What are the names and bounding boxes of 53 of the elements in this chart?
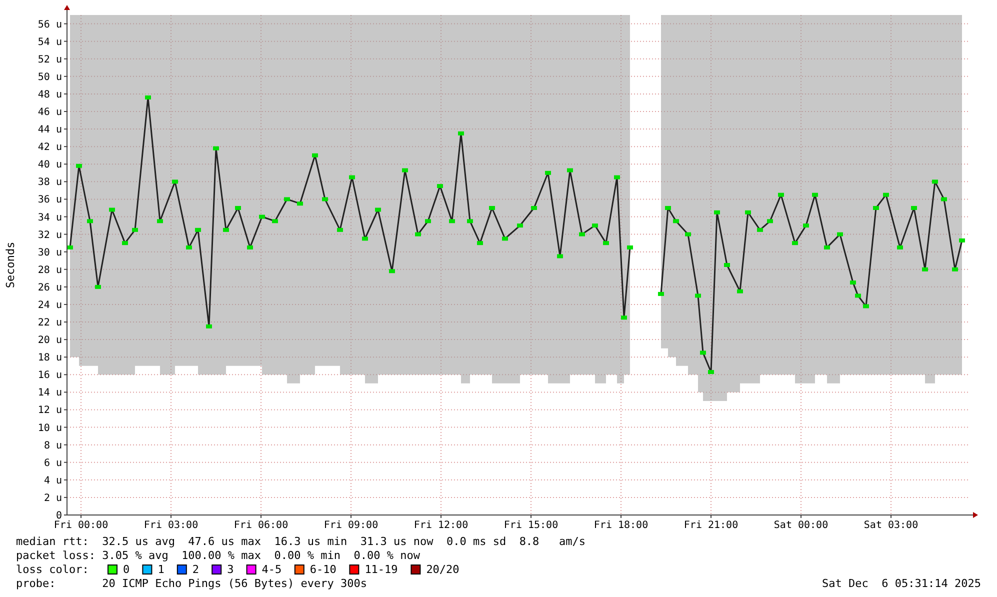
text: Sat Dec 6 05:31:14 2025	[822, 577, 981, 590]
y-tick-label: 40 u	[38, 160, 62, 171]
y-tick-label: 10 u	[38, 422, 62, 434]
y-tick-label: 28 u	[38, 264, 62, 276]
text: 11-19	[364, 563, 398, 576]
x-tick-label: Sat 03:00	[864, 520, 918, 531]
y-tick-label: 8 u	[44, 440, 62, 452]
x-tick-label: Fri 03:00	[144, 520, 198, 531]
x-tick-label: Fri 12:00	[414, 520, 468, 531]
y-tick-label: 0	[56, 510, 62, 522]
x-tick-label: Fri 15:00	[504, 520, 558, 531]
y-tick-label: 12 u	[38, 405, 62, 416]
y-tick-label: 2 u	[44, 492, 62, 504]
y-tick-label: 6 u	[44, 458, 62, 469]
x-tick-label: Fri 06:00	[234, 520, 288, 531]
text: 3	[227, 563, 234, 576]
text: 20/20	[426, 563, 460, 576]
y-tick-label: 50 u	[38, 72, 62, 83]
text: 2	[192, 563, 200, 576]
text: 6-10	[310, 563, 336, 576]
text: probe: 20 ICMP Echo Pings (56 Bytes) every 300s	[16, 577, 367, 590]
text: 0	[123, 563, 130, 576]
x-tick-label: Fri 09:00	[324, 520, 378, 531]
y-tick-label: 30 u	[38, 247, 62, 258]
y-tick-label: 44 u	[38, 124, 62, 136]
y-tick-label: 4 u	[44, 475, 62, 486]
x-tick-label: Fri 18:00	[594, 520, 648, 531]
y-tick-label: 52 u	[38, 54, 62, 66]
y-tick-label: 24 u	[38, 300, 62, 311]
y-tick-label: 20 u	[38, 335, 62, 346]
y-tick-label: 22 u	[38, 318, 62, 329]
y-tick-label: 32 u	[38, 230, 62, 241]
y-tick-label: 48 u	[38, 89, 62, 100]
text: loss color:	[16, 563, 89, 576]
y-tick-label: 34 u	[38, 212, 62, 224]
y-tick-label: 26 u	[38, 282, 62, 294]
y-tick-label: 46 u	[38, 106, 62, 118]
text: 1	[158, 563, 164, 576]
y-tick-label: 36 u	[38, 194, 62, 206]
y-tick-label: 16 u	[38, 370, 62, 382]
text: 4-5	[262, 563, 282, 576]
text: packet loss: 3.05 % avg 100.00 % max 0.00 % min 0.00 % now	[16, 549, 420, 562]
y-tick-label: 54 u	[38, 36, 62, 48]
y-tick-label: 42 u	[38, 142, 62, 154]
y-tick-label: 56 u	[38, 19, 62, 30]
y-tick-label: 14 u	[38, 388, 62, 399]
x-tick-label: Fri 21:00	[684, 520, 738, 531]
y-tick-label: 38 u	[38, 177, 62, 188]
y-tick-label: 18 u	[38, 352, 62, 364]
x-tick-label: Sat 00:00	[774, 520, 828, 531]
x-tick-label: Fri 00:00	[54, 520, 108, 531]
text: median rtt: 32.5 us avg 47.6 us max 16.3 us min 31.3 us now 0.0 ms sd 8.8 am/s	[16, 535, 586, 548]
y-axis-title: Seconds	[4, 242, 17, 288]
